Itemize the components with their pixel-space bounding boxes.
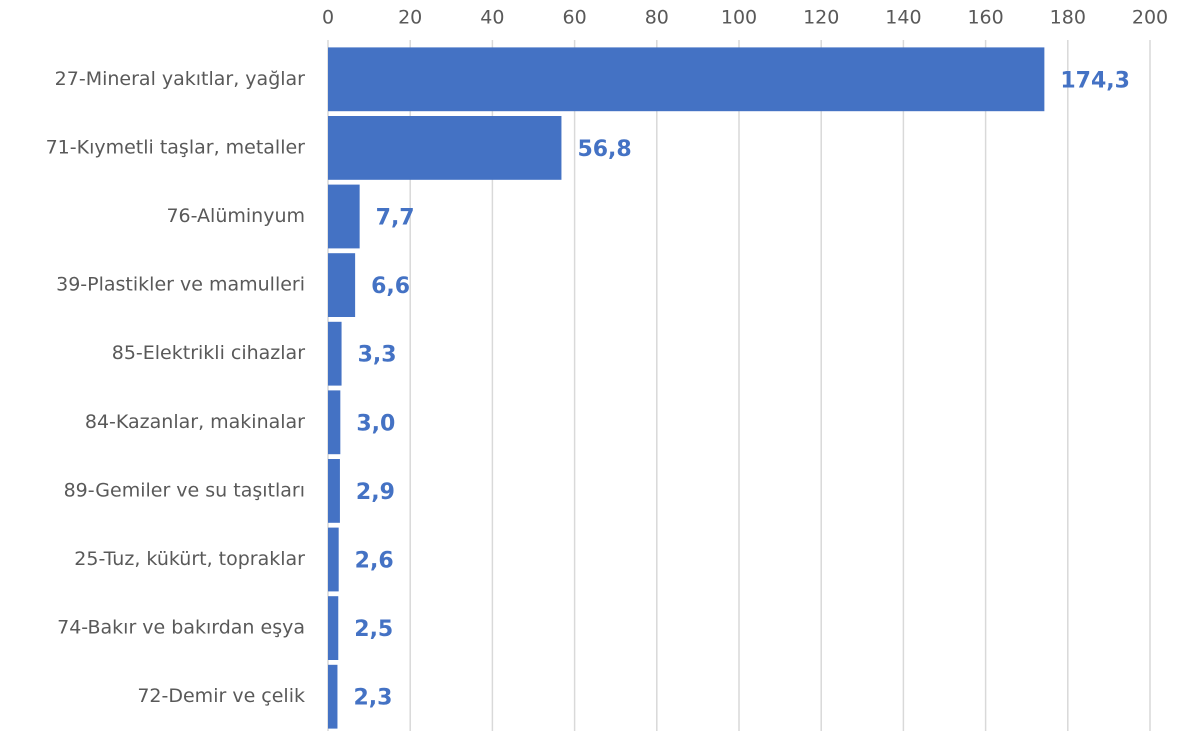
- data-label: 174,3: [1060, 68, 1130, 93]
- x-tick-label: 20: [398, 7, 422, 29]
- bar: [328, 116, 562, 180]
- data-label: 2,6: [355, 549, 394, 574]
- data-label: 6,6: [371, 274, 410, 299]
- y-tick-label: 25-Tuz, kükürt, topraklar: [74, 548, 305, 570]
- bar: [328, 527, 339, 592]
- data-label: 2,3: [353, 686, 392, 711]
- bar: [328, 321, 342, 386]
- x-tick-label: 0: [322, 7, 334, 29]
- bar: [328, 664, 338, 729]
- y-tick-label: 27-Mineral yakıtlar, yağlar: [55, 68, 306, 90]
- data-label: 2,9: [356, 480, 395, 505]
- x-tick-label: 180: [1050, 7, 1086, 29]
- y-tick-label: 84-Kazanlar, makinalar: [85, 411, 305, 433]
- y-tick-label: 89-Gemiler ve su taşıtları: [64, 479, 305, 501]
- x-tick-label: 120: [803, 7, 839, 29]
- y-tick-label: 74-Bakır ve bakırdan eşya: [57, 617, 305, 639]
- data-label: 2,5: [354, 617, 393, 642]
- bar: [328, 47, 1045, 112]
- y-tick-label: 76-Alüminyum: [166, 205, 305, 227]
- bar: [328, 253, 356, 317]
- y-tick-label: 85-Elektrikli cihazlar: [112, 342, 305, 364]
- x-tick-label: 200: [1132, 7, 1168, 29]
- bar: [328, 184, 360, 249]
- bar: [328, 390, 341, 455]
- y-tick-label: 39-Plastikler ve mamulleri: [56, 274, 305, 296]
- data-label: 7,7: [376, 206, 415, 231]
- x-tick-label: 80: [645, 7, 669, 29]
- y-tick-label: 72-Demir ve çelik: [137, 685, 305, 707]
- x-tick-label: 40: [480, 7, 504, 29]
- x-tick-label: 140: [885, 7, 921, 29]
- bar: [328, 596, 339, 660]
- data-label: 56,8: [577, 137, 631, 162]
- data-label: 3,0: [356, 411, 395, 436]
- bar: [328, 459, 340, 523]
- data-label: 3,3: [358, 343, 397, 368]
- x-tick-label: 60: [563, 7, 587, 29]
- x-tick-label: 100: [721, 7, 757, 29]
- x-tick-label: 160: [967, 7, 1003, 29]
- y-tick-label: 71-Kıymetli taşlar, metaller: [46, 136, 306, 158]
